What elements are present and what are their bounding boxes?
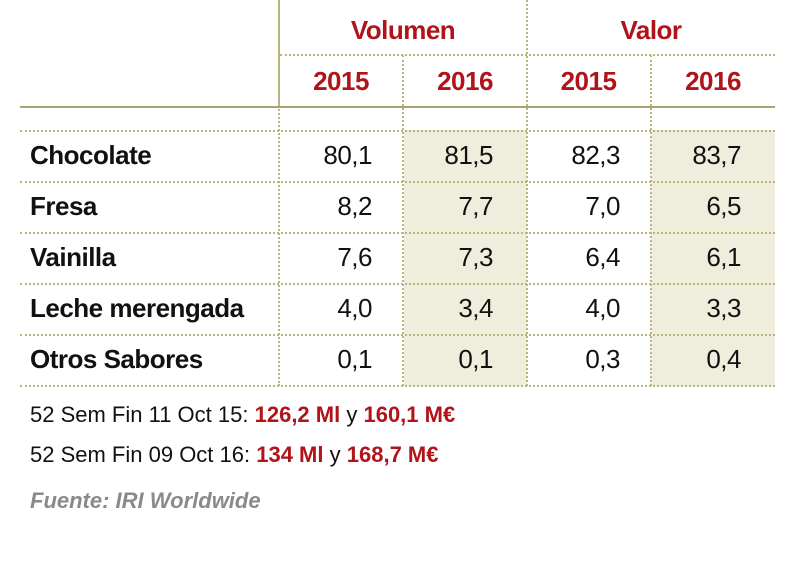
row-label: Leche merengada: [30, 293, 244, 323]
row-divider: [20, 283, 775, 285]
cell-value: 80,1: [323, 140, 372, 170]
row-divider: [20, 385, 775, 387]
cell-value: 0,3: [585, 344, 620, 374]
row-divider: [20, 130, 775, 132]
cell-value: 7,0: [585, 191, 620, 221]
note-value: 160,1 M€: [363, 402, 456, 427]
row-divider: [20, 232, 775, 234]
note-joiner: y: [329, 442, 341, 467]
cell-value: 0,1: [458, 344, 493, 374]
cell-value: 6,4: [585, 242, 620, 272]
row-label: Fresa: [30, 191, 97, 221]
divider: [280, 54, 775, 56]
divider: [278, 106, 280, 386]
year-header: 2016: [685, 66, 741, 96]
year-header: 2015: [313, 66, 369, 96]
row-label: Vainilla: [30, 242, 116, 272]
cell-value: 7,6: [337, 242, 372, 272]
cell-value: 3,4: [458, 293, 493, 323]
divider: [278, 0, 280, 106]
cell-value: 7,3: [458, 242, 493, 272]
header-rule: [20, 106, 775, 108]
note-text: 52 Sem Fin 11 Oct 15:: [30, 402, 249, 427]
divider: [402, 55, 404, 386]
cell-value: 3,3: [706, 293, 741, 323]
note-text: 52 Sem Fin 09 Oct 16:: [30, 442, 251, 467]
cell-value: 6,5: [706, 191, 741, 221]
divider: [526, 0, 528, 386]
shade-2016-value: [651, 130, 775, 386]
row-divider: [20, 181, 775, 183]
cell-value: 0,1: [337, 344, 372, 374]
note: 52 Sem Fin 09 Oct 16: 134 Ml y 168,7 M€: [30, 441, 438, 469]
cell-value: 81,5: [444, 140, 493, 170]
note-value: 168,7 M€: [346, 442, 439, 467]
row-label: Otros Sabores: [30, 344, 203, 374]
year-header: 2016: [437, 66, 493, 96]
cell-value: 0,4: [706, 344, 741, 374]
source: Fuente: IRI Worldwide: [30, 488, 261, 513]
cell-value: 83,7: [692, 140, 741, 170]
cell-value: 8,2: [337, 191, 372, 221]
year-header: 2015: [560, 66, 617, 96]
note: 52 Sem Fin 11 Oct 15: 126,2 Ml y 160,1 M…: [30, 401, 455, 429]
row-label: Chocolate: [30, 140, 152, 170]
cell-value: 6,1: [706, 242, 741, 272]
note-volume: 134 Ml: [256, 442, 324, 467]
note-joiner: y: [346, 402, 358, 427]
cell-value: 7,7: [458, 191, 493, 221]
group-header: Volumen: [350, 15, 456, 45]
group-header: Valor: [620, 15, 682, 45]
cell-value: 4,0: [585, 293, 620, 323]
cell-value: 4,0: [337, 293, 372, 323]
shade-2016-volume: [404, 130, 527, 386]
row-divider: [20, 334, 775, 336]
note-volume: 126,2 Ml: [254, 402, 341, 427]
divider: [650, 55, 652, 386]
cell-value: 82,3: [571, 140, 620, 170]
